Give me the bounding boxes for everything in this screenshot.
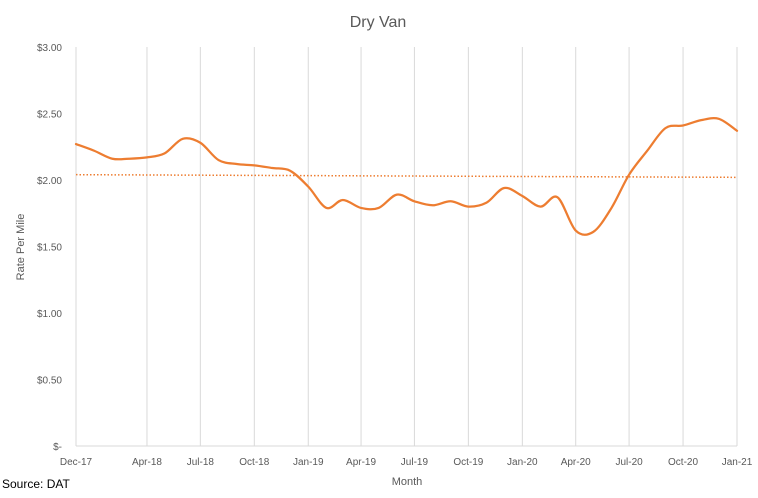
- x-tick-label: Jan-21: [722, 457, 753, 468]
- y-tick-label: $3.00: [37, 43, 62, 54]
- series-layer: [74, 117, 739, 236]
- x-tick-label: Dec-17: [60, 457, 93, 468]
- x-axis-tick-labels: Dec-17 Apr-18 Jul-18 Oct-18 Jan-19 Apr-19 Jul-…: [60, 457, 753, 468]
- y-tick-label: $2.00: [37, 176, 62, 187]
- x-tick-label: Jan-19: [293, 457, 324, 468]
- x-tick-label: Apr-18: [132, 457, 162, 468]
- x-tick-label: Oct-18: [239, 457, 269, 468]
- x-tick-label: Oct-20: [668, 457, 698, 468]
- x-tick-label: Jul-20: [615, 457, 643, 468]
- y-tick-label: $1.00: [37, 309, 62, 320]
- x-tick-label: Oct-19: [453, 457, 483, 468]
- y-tick-label: $2.50: [37, 110, 62, 121]
- series-line: [74, 117, 739, 236]
- trendline: [75, 173, 738, 179]
- y-tick-label: $-: [53, 442, 62, 453]
- y-tick-label: $0.50: [37, 376, 62, 387]
- y-tick-label: $1.50: [37, 243, 62, 254]
- x-tick-label: Apr-20: [561, 457, 591, 468]
- x-tick-label: Apr-19: [346, 457, 376, 468]
- vertical-gridlines: [75, 47, 738, 446]
- source-note: Source: DAT: [2, 477, 70, 491]
- x-tick-label: Jul-19: [401, 457, 429, 468]
- y-axis-tick-labels: $- $0.50 $1.00 $1.50 $2.00 $2.50 $3.00: [37, 43, 62, 453]
- x-tick-label: Jan-20: [507, 457, 538, 468]
- x-axis-title: Month: [392, 476, 423, 488]
- chart-title: Dry Van: [350, 14, 407, 31]
- x-tick-label: Jul-18: [187, 457, 215, 468]
- y-axis-title: Rate Per Mile: [15, 214, 27, 281]
